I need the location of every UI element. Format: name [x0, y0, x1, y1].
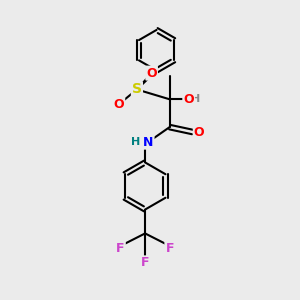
Text: O: O — [183, 93, 194, 106]
Text: H: H — [190, 94, 200, 104]
Text: O: O — [194, 125, 204, 139]
Text: N: N — [143, 136, 154, 148]
Text: F: F — [165, 242, 174, 255]
Text: F: F — [116, 242, 125, 255]
Text: O: O — [146, 67, 157, 80]
Text: S: S — [132, 82, 142, 97]
Text: F: F — [141, 256, 149, 269]
Text: H: H — [131, 137, 141, 147]
Text: O: O — [114, 98, 124, 111]
